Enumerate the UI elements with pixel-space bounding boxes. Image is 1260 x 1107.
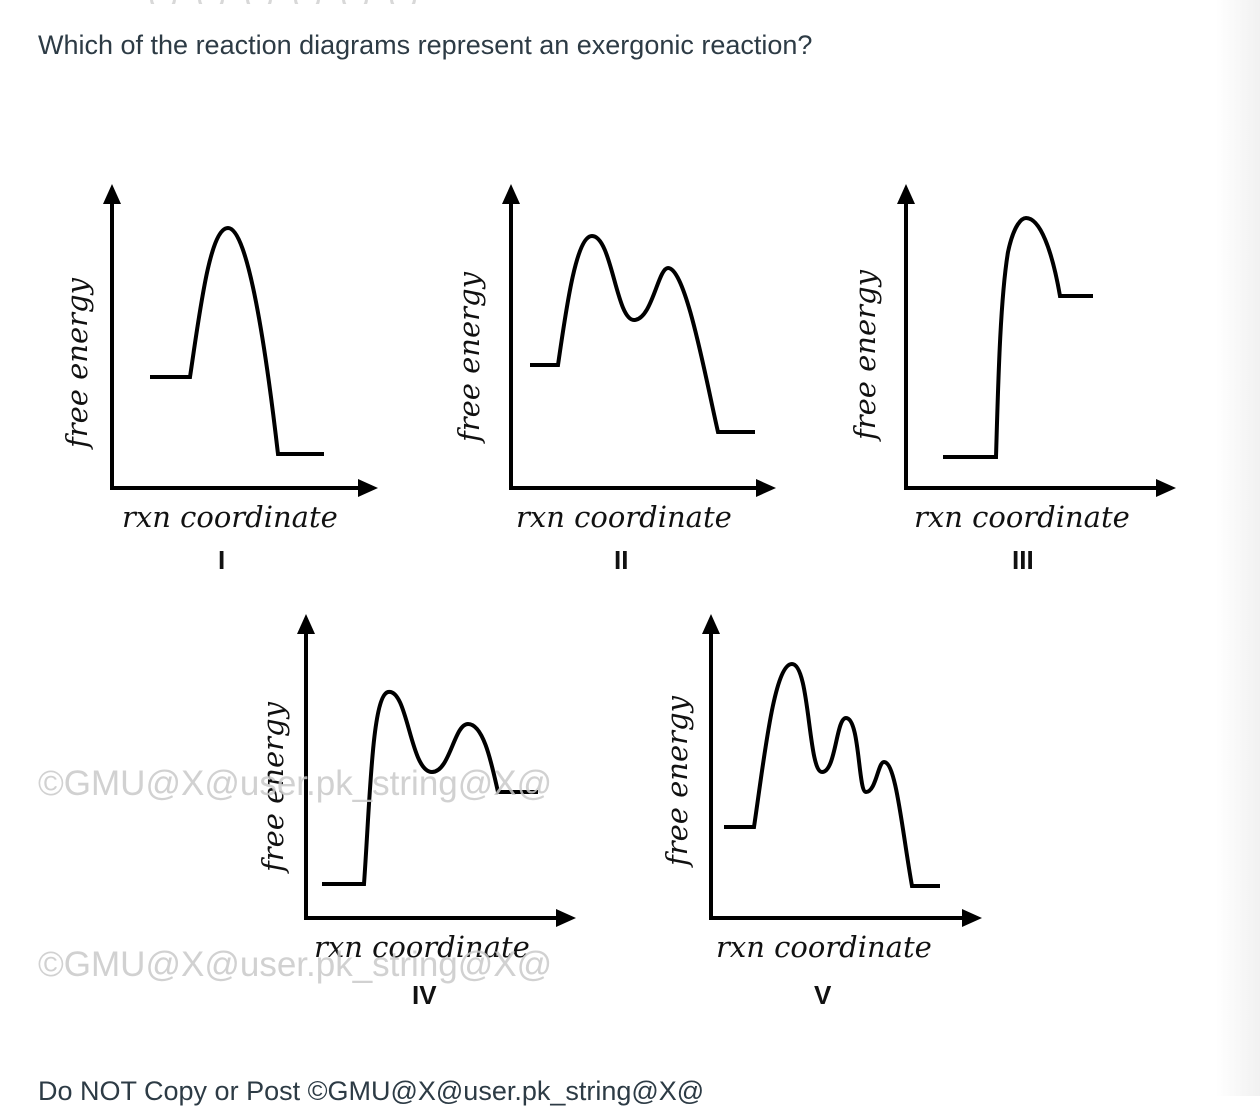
diagram-numeral: III bbox=[1012, 545, 1034, 575]
energy-curve bbox=[150, 225, 324, 456]
diagram-numeral: IV bbox=[412, 980, 437, 1010]
diagram-4: free energy rxn coordinate IV bbox=[200, 600, 620, 1020]
diagram-numeral: I bbox=[218, 545, 226, 575]
y-axis-arrow bbox=[502, 184, 520, 204]
diagram-2-graph bbox=[502, 184, 776, 497]
watermark-1: ©GMU@X@user.pk_string@X@ bbox=[38, 764, 553, 803]
diagram-3-graph bbox=[897, 184, 1176, 497]
energy-curve bbox=[322, 690, 538, 886]
scroll-shade bbox=[1216, 0, 1260, 1096]
diagram-numeral: II bbox=[614, 545, 629, 575]
diagram-numeral: V bbox=[814, 980, 832, 1010]
y-axis-arrow bbox=[897, 184, 915, 204]
diagram-1: free energy rxn coordinate I bbox=[0, 170, 420, 590]
x-axis-arrow bbox=[756, 479, 776, 497]
energy-curve bbox=[530, 233, 755, 434]
x-axis-arrow bbox=[1156, 479, 1176, 497]
footer-text: Do NOT Copy or Post ©GMU@X@user.pk_strin… bbox=[38, 1076, 705, 1106]
y-axis-arrow bbox=[702, 614, 720, 634]
question-text: Which of the reaction diagrams represent… bbox=[38, 30, 813, 60]
x-axis-label: rxn coordinate bbox=[716, 930, 932, 964]
watermark-2: ©GMU@X@user.pk_string@X@ bbox=[38, 945, 553, 984]
y-axis-label: free energy bbox=[848, 270, 882, 440]
y-axis-label: free energy bbox=[452, 272, 486, 442]
energy-curve bbox=[943, 215, 1093, 459]
x-axis-label: rxn coordinate bbox=[314, 930, 530, 964]
x-axis-label: rxn coordinate bbox=[914, 500, 1130, 534]
x-axis-arrow bbox=[962, 909, 982, 927]
top-radio-strip bbox=[150, 0, 570, 4]
y-axis-label: free energy bbox=[60, 278, 94, 448]
diagram-4-graph bbox=[297, 614, 576, 927]
diagram-5: free energy rxn coordinate V bbox=[600, 600, 1020, 1020]
x-axis-label: rxn coordinate bbox=[122, 500, 338, 534]
energy-curve bbox=[724, 661, 940, 888]
y-axis-label: free energy bbox=[660, 696, 694, 866]
diagram-2: free energy rxn coordinate II bbox=[400, 170, 820, 590]
diagram-3: free energy rxn coordinate III bbox=[800, 170, 1220, 590]
y-axis-arrow bbox=[103, 184, 121, 204]
x-axis-arrow bbox=[358, 479, 378, 497]
y-axis-arrow bbox=[297, 614, 315, 634]
diagram-5-graph bbox=[702, 614, 982, 927]
x-axis-label: rxn coordinate bbox=[516, 500, 732, 534]
diagram-1-graph bbox=[103, 184, 378, 497]
x-axis-arrow bbox=[556, 909, 576, 927]
